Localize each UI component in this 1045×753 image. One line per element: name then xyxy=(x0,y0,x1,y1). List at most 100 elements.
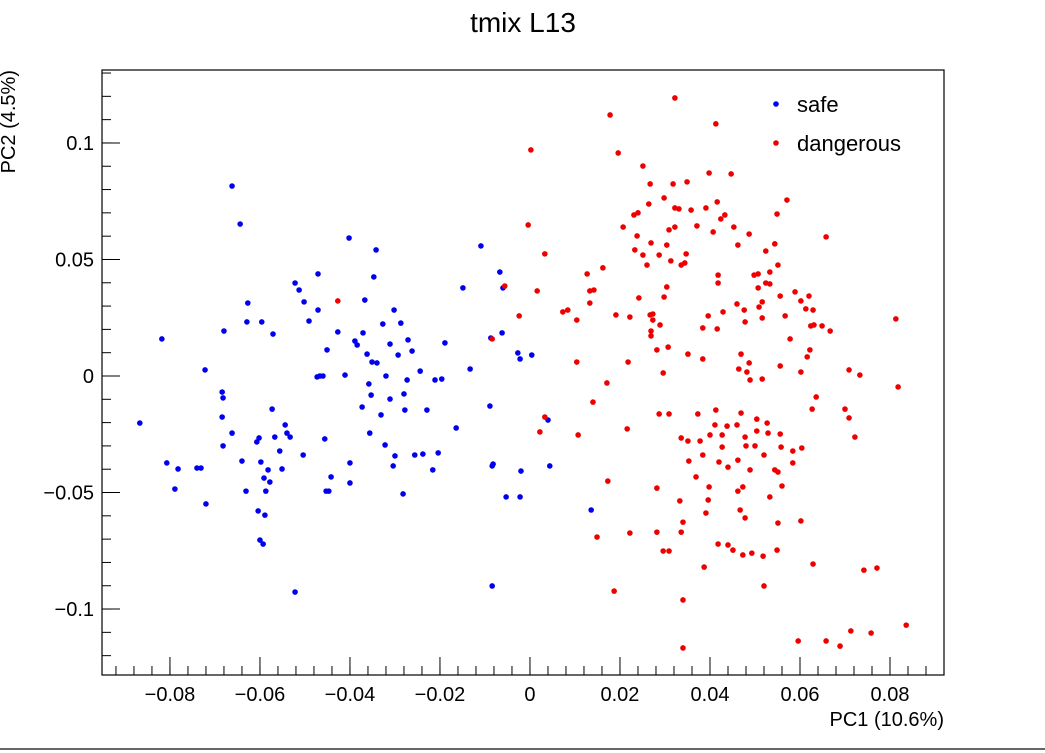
data-point-dangerous xyxy=(604,380,610,386)
data-point-dangerous xyxy=(640,252,646,258)
data-point-dangerous xyxy=(656,252,662,258)
data-point-safe xyxy=(528,352,535,358)
x-tick-label: −0.04 xyxy=(325,684,376,706)
data-point-dangerous xyxy=(613,312,619,318)
data-point-dangerous xyxy=(640,163,646,169)
data-point-safe xyxy=(301,299,307,305)
data-point-safe xyxy=(279,466,285,472)
data-point-dangerous xyxy=(647,181,653,187)
data-point-safe xyxy=(497,269,503,275)
plot-frame xyxy=(101,69,945,676)
data-point-dangerous xyxy=(636,295,642,301)
data-point-dangerous xyxy=(846,367,852,373)
chart-title: tmix L13 xyxy=(470,7,576,38)
data-point-dangerous xyxy=(694,223,700,229)
data-point-dangerous xyxy=(714,326,720,332)
data-point-dangerous xyxy=(837,643,843,649)
data-point-safe xyxy=(417,368,423,374)
data-point-dangerous xyxy=(676,206,682,212)
data-point-dangerous xyxy=(740,552,746,558)
data-point-safe xyxy=(219,414,225,420)
axis-ticks: −0.08 −0.06 −0.04 −0.02 0 0.02 0.04 0.06 0.08 −0.… xyxy=(43,72,927,706)
data-point-safe xyxy=(420,451,426,457)
data-point-safe xyxy=(270,331,276,337)
y-tick-label: 0 xyxy=(83,366,94,388)
data-point-safe xyxy=(588,507,594,513)
data-point-dangerous xyxy=(722,212,728,218)
data-point-dangerous xyxy=(823,638,829,644)
data-point-safe xyxy=(515,350,521,356)
data-point-dangerous xyxy=(632,247,638,253)
data-point-safe xyxy=(258,459,264,465)
data-point-dangerous xyxy=(573,359,580,365)
data-point-safe xyxy=(237,221,243,227)
data-point-safe xyxy=(202,367,208,373)
data-point-dangerous xyxy=(903,622,909,628)
data-point-dangerous xyxy=(645,201,652,207)
data-point-dangerous xyxy=(648,328,654,334)
data-point-dangerous xyxy=(335,298,341,304)
data-point-dangerous xyxy=(846,415,852,421)
data-point-safe xyxy=(369,359,375,365)
data-point-dangerous xyxy=(777,363,783,369)
data-point-dangerous xyxy=(489,336,495,342)
data-point-dangerous xyxy=(759,299,765,305)
data-point-dangerous xyxy=(534,288,540,294)
data-point-dangerous xyxy=(681,260,688,266)
data-point-dangerous xyxy=(789,460,796,466)
data-point-dangerous xyxy=(762,248,769,254)
data-point-safe xyxy=(296,287,302,293)
data-point-dangerous xyxy=(755,285,761,291)
data-point-dangerous xyxy=(725,542,731,548)
data-point-dangerous xyxy=(677,498,683,504)
data-point-safe xyxy=(398,320,404,326)
legend-marker-dangerous xyxy=(773,140,779,146)
data-point-safe xyxy=(387,341,393,347)
data-point-dangerous xyxy=(778,444,784,450)
data-point-dangerous xyxy=(771,241,778,247)
data-point-dangerous xyxy=(746,360,752,366)
data-point-safe xyxy=(256,435,262,441)
data-point-safe xyxy=(328,474,334,480)
data-point-safe xyxy=(487,403,493,409)
data-point-safe xyxy=(265,467,271,473)
data-point-safe xyxy=(262,512,268,518)
data-point-dangerous xyxy=(761,452,767,458)
data-point-dangerous xyxy=(660,548,666,554)
data-point-dangerous xyxy=(654,347,660,353)
data-point-dangerous xyxy=(607,112,613,118)
data-point-dangerous xyxy=(775,520,781,526)
y-tick-label: 0.1 xyxy=(66,133,94,155)
data-point-dangerous xyxy=(575,432,581,438)
data-point-dangerous xyxy=(661,195,667,201)
data-point-safe xyxy=(261,475,267,481)
data-point-dangerous xyxy=(819,323,825,329)
data-point-dangerous xyxy=(811,322,817,328)
data-point-safe xyxy=(374,360,380,366)
data-point-dangerous xyxy=(806,293,812,299)
data-point-safe xyxy=(300,452,306,458)
data-point-safe xyxy=(392,453,398,459)
data-point-dangerous xyxy=(680,645,686,651)
data-point-dangerous xyxy=(670,181,676,187)
data-point-dangerous xyxy=(560,309,566,315)
data-point-dangerous xyxy=(680,597,686,603)
data-point-safe xyxy=(315,271,321,277)
x-axis-title: PC1 (10.6%) xyxy=(830,709,945,731)
legend-label-safe: safe xyxy=(797,92,839,117)
data-point-dangerous xyxy=(789,448,796,454)
data-point-dangerous xyxy=(697,438,703,444)
data-point-safe xyxy=(359,404,365,410)
data-point-safe xyxy=(137,420,143,426)
data-point-dangerous xyxy=(703,205,709,211)
data-point-safe xyxy=(324,347,330,353)
data-point-dangerous xyxy=(699,356,706,362)
data-point-dangerous xyxy=(775,262,781,268)
data-point-dangerous xyxy=(699,325,706,331)
data-point-safe xyxy=(489,583,495,589)
data-point-dangerous xyxy=(787,336,793,342)
data-point-safe xyxy=(404,377,410,383)
data-point-dangerous xyxy=(895,384,901,390)
data-point-safe xyxy=(220,395,226,401)
y-axis-title: PC2 (4.5%) xyxy=(0,70,20,173)
